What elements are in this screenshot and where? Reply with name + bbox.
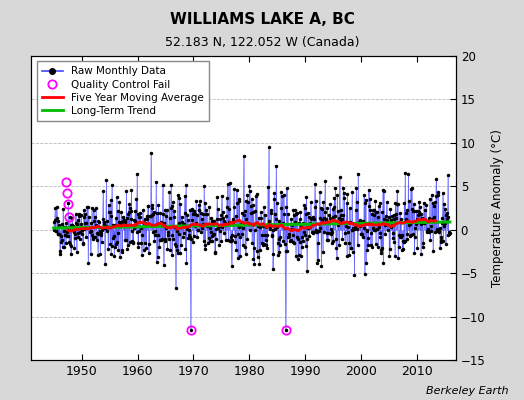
Text: 52.183 N, 122.052 W (Canada): 52.183 N, 122.052 W (Canada) bbox=[165, 36, 359, 49]
Legend: Raw Monthly Data, Quality Control Fail, Five Year Moving Average, Long-Term Tren: Raw Monthly Data, Quality Control Fail, … bbox=[37, 61, 209, 121]
Text: Berkeley Earth: Berkeley Earth bbox=[426, 386, 508, 396]
Y-axis label: Temperature Anomaly (°C): Temperature Anomaly (°C) bbox=[491, 129, 504, 287]
Text: WILLIAMS LAKE A, BC: WILLIAMS LAKE A, BC bbox=[170, 12, 354, 27]
